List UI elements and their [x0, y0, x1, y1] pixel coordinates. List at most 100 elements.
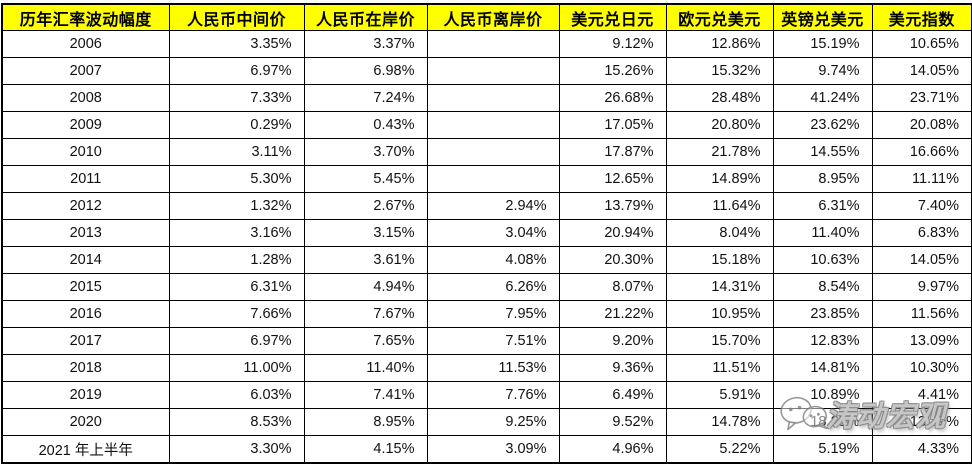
- value-cell: 10.89%: [772, 381, 873, 409]
- value-cell: 11.53%: [426, 354, 560, 382]
- value-cell: 5.91%: [665, 381, 774, 409]
- value-cell: 12.65%: [558, 165, 667, 193]
- value-cell: 7.76%: [426, 381, 560, 409]
- table-row: 2009 0.29% 0.43% 17.05% 20.80% 23.62% 20.08%: [1, 111, 972, 139]
- value-cell: 8.54%: [772, 273, 873, 301]
- fx-volatility-table: 历年汇率波动幅度 人民币中间价 人民币在岸价 人民币离岸价 美元兑日元 欧元兑美…: [1, 3, 972, 464]
- value-cell: 6.31%: [772, 192, 873, 220]
- value-cell: 6.26%: [426, 273, 560, 301]
- value-cell: 3.11%: [168, 138, 305, 166]
- table-row: 2011 5.30% 5.45% 12.65% 14.89% 8.95% 11.11%: [1, 165, 972, 193]
- header-usd-jpy: 美元兑日元: [558, 3, 667, 31]
- value-cell: 1.32%: [168, 192, 305, 220]
- header-year-range: 历年汇率波动幅度: [1, 3, 170, 31]
- value-cell: 26.68%: [558, 84, 667, 112]
- value-cell: 8.53%: [168, 408, 305, 436]
- value-cell: 6.98%: [303, 57, 428, 85]
- value-cell: 11.11%: [871, 165, 972, 193]
- value-cell: 3.15%: [303, 219, 428, 247]
- value-cell: 15.32%: [665, 57, 774, 85]
- year-cell: 2018: [1, 354, 170, 382]
- table-row: 2014 1.28% 3.61% 4.08% 20.30% 15.18% 10.63% 14.…: [1, 246, 972, 274]
- fx-volatility-table-wrap: 历年汇率波动幅度 人民币中间价 人民币在岸价 人民币离岸价 美元兑日元 欧元兑美…: [1, 3, 972, 464]
- year-cell: 2015: [1, 273, 170, 301]
- table-row: 2008 7.33% 7.24% 26.68% 28.48% 41.24% 23.71%: [1, 84, 972, 112]
- table-row: 2021 年上半年 3.30% 4.15% 3.09% 4.96% 5.22% 5.19% 4…: [1, 435, 972, 464]
- value-cell: 15.70%: [665, 327, 774, 355]
- value-cell: 10.63%: [772, 246, 873, 274]
- year-cell: 2010: [1, 138, 170, 166]
- value-cell: 7.33%: [168, 84, 305, 112]
- value-cell: 6.03%: [168, 381, 305, 409]
- value-cell: 4.08%: [426, 246, 560, 274]
- value-cell: 2.67%: [303, 192, 428, 220]
- value-cell: 8.95%: [772, 165, 873, 193]
- value-cell: 12.86%: [665, 30, 774, 58]
- value-cell: 3.70%: [303, 138, 428, 166]
- year-cell: 2021 年上半年: [1, 435, 170, 464]
- value-cell: 4.15%: [303, 435, 428, 464]
- value-cell: 3.16%: [168, 219, 305, 247]
- value-cell: 13.39%: [871, 408, 972, 436]
- value-cell: 3.61%: [303, 246, 428, 274]
- value-cell: 6.49%: [558, 381, 667, 409]
- value-cell: 4.94%: [303, 273, 428, 301]
- header-cny-offshore: 人民币离岸价: [426, 3, 560, 31]
- value-cell: 21.22%: [558, 300, 667, 328]
- value-cell: 28.48%: [665, 84, 774, 112]
- year-cell: 2009: [1, 111, 170, 139]
- value-cell: [426, 111, 560, 139]
- value-cell: 23.62%: [772, 111, 873, 139]
- value-cell: 12.83%: [772, 327, 873, 355]
- value-cell: 4.96%: [558, 435, 667, 464]
- value-cell: 14.78%: [665, 408, 774, 436]
- year-cell: 2012: [1, 192, 170, 220]
- value-cell: 5.30%: [168, 165, 305, 193]
- value-cell: 7.67%: [303, 300, 428, 328]
- table-row: 2019 6.03% 7.41% 7.76% 6.49% 5.91% 10.89% 4.41%: [1, 381, 972, 409]
- year-cell: 2013: [1, 219, 170, 247]
- header-eur-usd: 欧元兑美元: [665, 3, 774, 31]
- value-cell: 6.97%: [168, 57, 305, 85]
- value-cell: 6.31%: [168, 273, 305, 301]
- value-cell: 17.87%: [558, 138, 667, 166]
- value-cell: [426, 138, 560, 166]
- value-cell: 10.95%: [665, 300, 774, 328]
- value-cell: 16.66%: [871, 138, 972, 166]
- value-cell: 7.66%: [168, 300, 305, 328]
- value-cell: 9.12%: [558, 30, 667, 58]
- value-cell: [426, 57, 560, 85]
- value-cell: 11.40%: [772, 219, 873, 247]
- header-row: 历年汇率波动幅度 人民币中间价 人民币在岸价 人民币离岸价 美元兑日元 欧元兑美…: [1, 3, 972, 31]
- value-cell: 6.97%: [168, 327, 305, 355]
- table-row: 2016 7.66% 7.67% 7.95% 21.22% 10.95% 23.85% 11.…: [1, 300, 972, 328]
- value-cell: 3.35%: [168, 30, 305, 58]
- value-cell: [426, 30, 560, 58]
- value-cell: 0.29%: [168, 111, 305, 139]
- value-cell: 9.52%: [558, 408, 667, 436]
- value-cell: 8.04%: [665, 219, 774, 247]
- year-cell: 2017: [1, 327, 170, 355]
- year-cell: 2011: [1, 165, 170, 193]
- table-row: 2020 8.53% 8.95% 9.25% 9.52% 14.78% 18.25% 13.3…: [1, 408, 972, 436]
- value-cell: 7.24%: [303, 84, 428, 112]
- value-cell: [426, 165, 560, 193]
- value-cell: 23.71%: [871, 84, 972, 112]
- year-cell: 2016: [1, 300, 170, 328]
- value-cell: 9.97%: [871, 273, 972, 301]
- value-cell: 17.05%: [558, 111, 667, 139]
- value-cell: 11.00%: [168, 354, 305, 382]
- value-cell: 20.94%: [558, 219, 667, 247]
- value-cell: 14.31%: [665, 273, 774, 301]
- table-row: 2015 6.31% 4.94% 6.26% 8.07% 14.31% 8.54% 9.97%: [1, 273, 972, 301]
- value-cell: 15.18%: [665, 246, 774, 274]
- table-row: 2017 6.97% 7.65% 7.51% 9.20% 15.70% 12.83% 13.0…: [1, 327, 972, 355]
- value-cell: 20.30%: [558, 246, 667, 274]
- value-cell: [426, 84, 560, 112]
- year-cell: 2014: [1, 246, 170, 274]
- value-cell: 13.79%: [558, 192, 667, 220]
- value-cell: 14.05%: [871, 246, 972, 274]
- value-cell: 11.40%: [303, 354, 428, 382]
- table-row: 2010 3.11% 3.70% 17.87% 21.78% 14.55% 16.66%: [1, 138, 972, 166]
- header-gbp-usd: 英镑兑美元: [772, 3, 873, 31]
